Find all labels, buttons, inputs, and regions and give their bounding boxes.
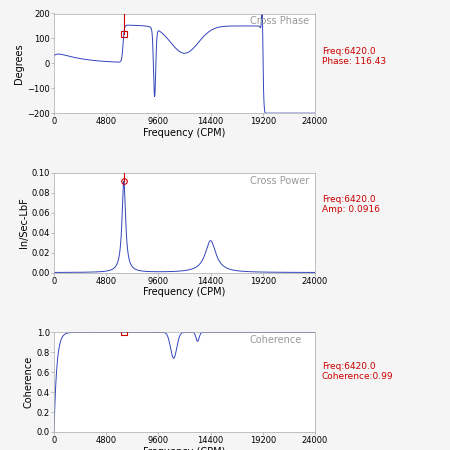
Text: Coherence: Coherence <box>250 335 302 345</box>
Y-axis label: Degrees: Degrees <box>14 43 24 84</box>
Text: Freq:6420.0
Coherence:0.99: Freq:6420.0 Coherence:0.99 <box>322 361 393 381</box>
Text: Cross Power: Cross Power <box>250 176 309 186</box>
X-axis label: Frequency (CPM): Frequency (CPM) <box>143 128 226 138</box>
Text: Freq:6420.0
Amp: 0.0916: Freq:6420.0 Amp: 0.0916 <box>322 195 380 215</box>
Y-axis label: Coherence: Coherence <box>24 356 34 408</box>
X-axis label: Frequency (CPM): Frequency (CPM) <box>143 287 226 297</box>
Y-axis label: In/Sec-LbF: In/Sec-LbF <box>18 198 28 248</box>
Text: Cross Phase: Cross Phase <box>250 17 309 27</box>
X-axis label: Frequency (CPM): Frequency (CPM) <box>143 446 226 450</box>
Text: Freq:6420.0
Phase: 116.43: Freq:6420.0 Phase: 116.43 <box>322 46 386 66</box>
